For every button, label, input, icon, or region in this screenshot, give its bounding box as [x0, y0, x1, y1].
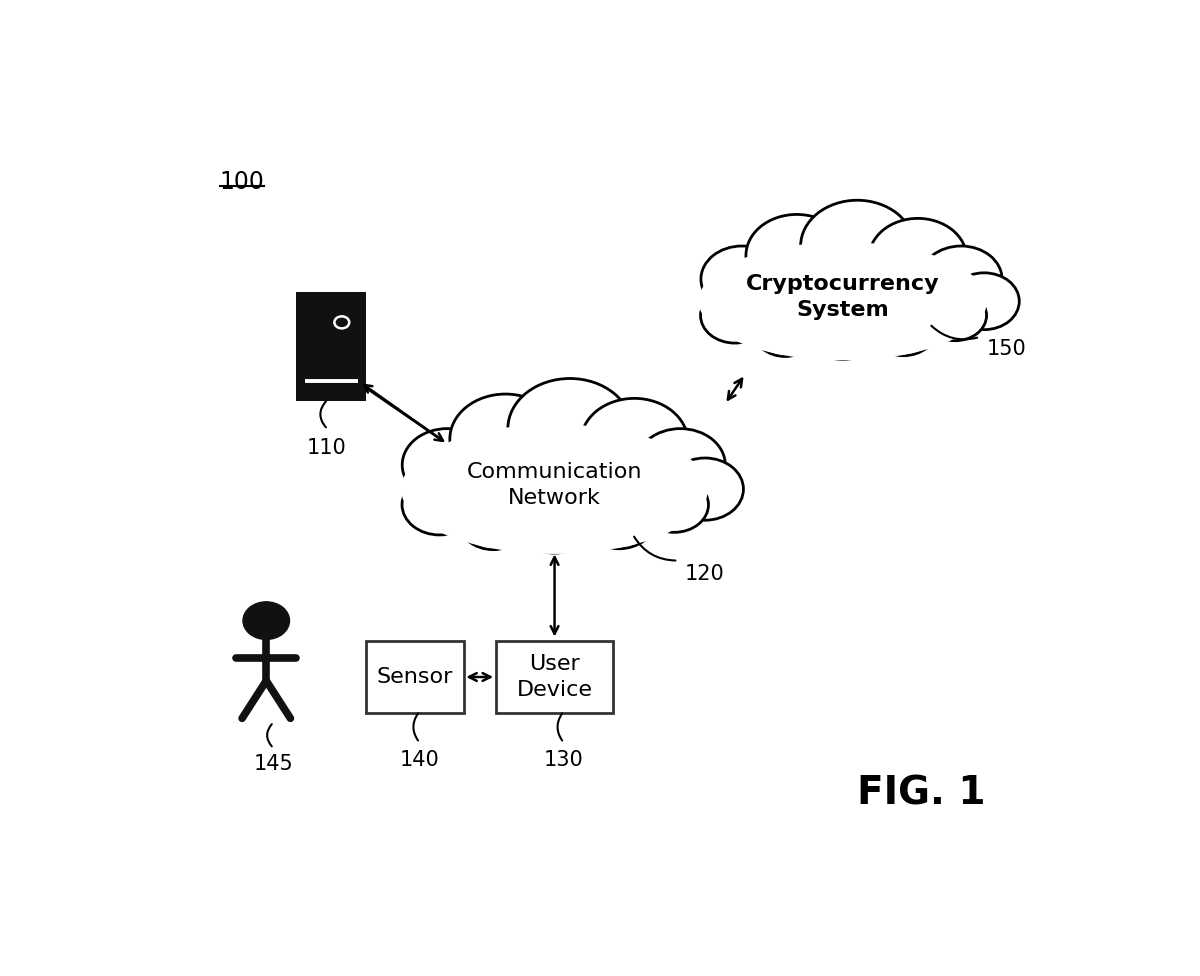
- Ellipse shape: [698, 242, 986, 360]
- Text: Cryptocurrency
System: Cryptocurrency System: [746, 274, 940, 320]
- Circle shape: [701, 246, 782, 312]
- Circle shape: [450, 394, 562, 484]
- Circle shape: [701, 288, 769, 344]
- Text: 100: 100: [220, 170, 265, 193]
- Circle shape: [458, 494, 527, 549]
- Text: FIG. 1: FIG. 1: [857, 775, 985, 812]
- Circle shape: [521, 498, 589, 553]
- Circle shape: [869, 219, 967, 298]
- Text: Communication
Network: Communication Network: [467, 462, 642, 508]
- Ellipse shape: [684, 230, 1002, 372]
- Circle shape: [402, 428, 492, 502]
- Ellipse shape: [401, 425, 708, 554]
- Circle shape: [508, 379, 632, 479]
- Text: 140: 140: [400, 751, 439, 770]
- Circle shape: [583, 490, 655, 549]
- Text: User
Device: User Device: [516, 654, 593, 700]
- Circle shape: [870, 302, 936, 355]
- Circle shape: [636, 428, 725, 502]
- Text: 130: 130: [544, 751, 583, 770]
- Circle shape: [924, 290, 986, 341]
- Text: 150: 150: [986, 339, 1027, 359]
- FancyBboxPatch shape: [497, 641, 613, 712]
- Text: 120: 120: [685, 564, 725, 585]
- Circle shape: [949, 273, 1019, 330]
- FancyBboxPatch shape: [296, 292, 366, 401]
- Circle shape: [581, 398, 688, 485]
- Circle shape: [754, 306, 816, 356]
- Circle shape: [920, 246, 1002, 312]
- Text: 110: 110: [307, 438, 347, 459]
- Circle shape: [640, 477, 708, 532]
- Text: 145: 145: [254, 754, 294, 774]
- Circle shape: [242, 602, 289, 639]
- Circle shape: [811, 309, 874, 359]
- FancyBboxPatch shape: [366, 641, 464, 712]
- Ellipse shape: [385, 411, 724, 567]
- Circle shape: [666, 458, 744, 520]
- Text: Sensor: Sensor: [377, 667, 454, 687]
- Circle shape: [746, 215, 847, 297]
- Circle shape: [402, 474, 476, 535]
- Circle shape: [800, 200, 914, 292]
